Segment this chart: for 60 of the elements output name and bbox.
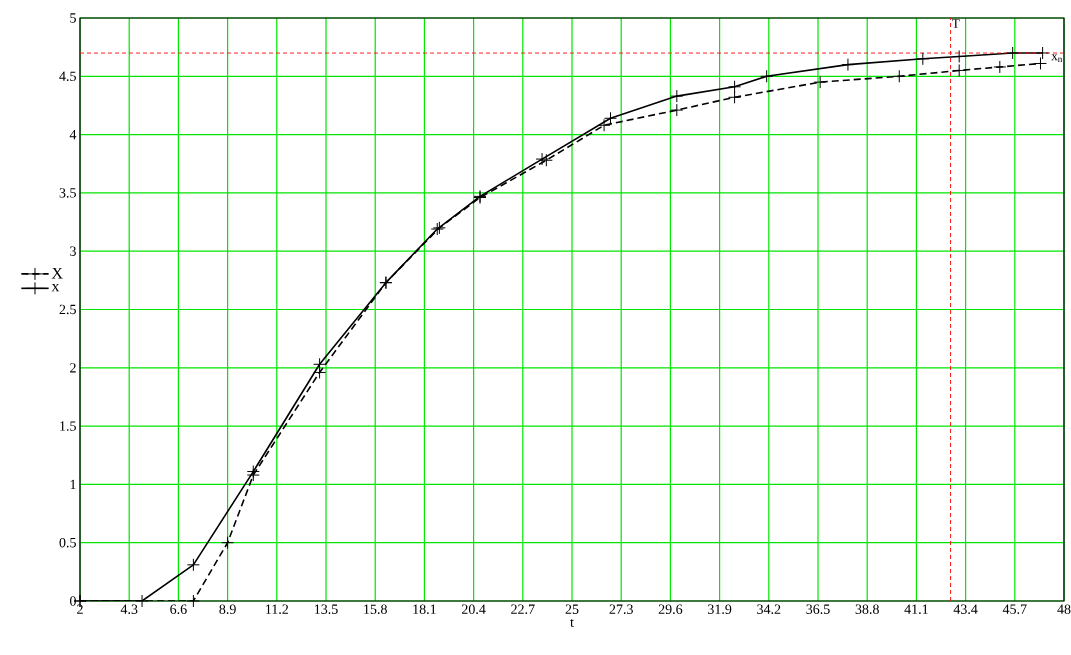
x-tick-label: 25	[565, 604, 579, 614]
point	[841, 58, 855, 72]
x-tick-label: 29.6	[658, 604, 683, 614]
x-tick-label: 41.1	[904, 604, 928, 614]
ref-line-label: T	[952, 19, 960, 28]
x-tick-label: 38.8	[855, 604, 879, 615]
x-tick-label: 13.5	[314, 604, 338, 614]
point	[535, 152, 549, 166]
point	[993, 60, 1007, 74]
y-tick-label: 5	[70, 13, 76, 23]
point	[186, 594, 200, 608]
x-tick-label: 48	[1057, 604, 1071, 614]
x-tick-label: 15.8	[364, 604, 387, 615]
x-tick-label: 43.4	[953, 604, 978, 614]
point	[670, 103, 684, 117]
x-tick-label: 31.9	[708, 604, 732, 614]
point	[670, 89, 684, 103]
y-tick-label: 0.5	[59, 537, 76, 548]
point	[604, 111, 618, 125]
y-tick-label: 2	[70, 363, 76, 373]
point	[760, 69, 774, 83]
x-tick-label: 8.9	[219, 604, 236, 615]
point	[728, 90, 742, 104]
point	[1036, 46, 1050, 60]
y-tick-label: 4.5	[59, 71, 76, 82]
point	[597, 118, 611, 132]
point	[313, 357, 327, 371]
legend-label: X	[51, 267, 63, 279]
x-tick-label: 18.1	[413, 604, 436, 615]
x-tick-label: 45.7	[1002, 604, 1027, 614]
point	[1006, 46, 1020, 60]
point	[952, 63, 966, 77]
point	[539, 153, 553, 167]
point	[892, 69, 906, 83]
point	[221, 536, 235, 550]
y-tick-label: 1.5	[60, 421, 76, 431]
x-tick-label: 20.4	[461, 604, 486, 615]
x-axis-title: t	[570, 618, 574, 627]
x-tick-label: 36.5	[806, 604, 830, 614]
y-tick-label: 1	[70, 479, 76, 490]
y-tick-label: 3.5	[59, 188, 76, 198]
y-tick-label: 4	[69, 129, 77, 140]
x-tick-label: 34.2	[757, 604, 781, 614]
point	[952, 49, 966, 63]
x-tick-label: 27.3	[609, 604, 633, 614]
y-tick-label: 2.5	[59, 304, 76, 315]
y-tick-label: 0	[70, 596, 76, 606]
x-tick-label: 22.7	[511, 604, 535, 614]
y-tick-label: 3	[70, 246, 76, 256]
point	[186, 558, 200, 572]
x-tick-label: 6.6	[170, 604, 187, 614]
legend-label: x	[51, 283, 60, 292]
x-tick-label: 2	[77, 604, 83, 614]
point	[728, 80, 742, 94]
point	[813, 75, 827, 89]
x-tick-label: 4.3	[120, 604, 138, 614]
ref-line-label: x$_{n}$	[1051, 54, 1063, 62]
x-tick-label: 11.2	[266, 604, 289, 614]
point	[916, 52, 930, 66]
point	[1033, 56, 1047, 70]
